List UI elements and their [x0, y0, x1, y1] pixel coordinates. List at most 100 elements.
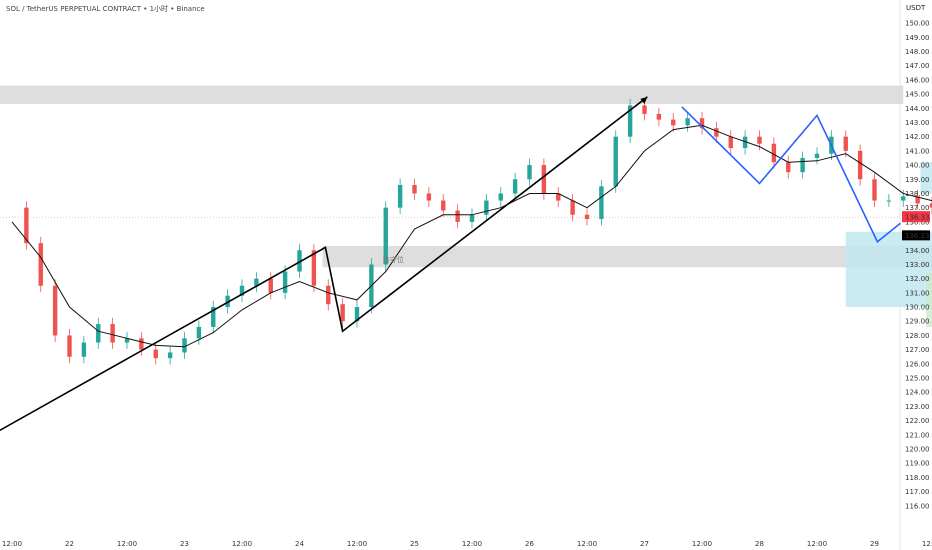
blue-zigzag-line [681, 106, 901, 243]
candle-body [742, 136, 748, 149]
x-tick-label: 23 [180, 540, 189, 548]
y-tick-label: 122.00 [905, 417, 930, 425]
y-tick-label: 116.00 [905, 502, 930, 510]
x-tick-label: 12:00 [807, 540, 827, 548]
y-tick-label: 124.00 [905, 389, 930, 397]
green-zone [926, 272, 932, 327]
candle-body [584, 214, 590, 220]
y-tick-label: 149.00 [905, 34, 930, 42]
y-tick-label: 125.00 [905, 375, 930, 383]
candle-body [139, 338, 144, 350]
candle-body [929, 203, 932, 208]
y-tick-label: 118.00 [905, 474, 930, 482]
candle-body [843, 136, 848, 151]
candle-body [786, 162, 791, 173]
y-tick-label: 117.00 [905, 488, 930, 496]
candle-body [714, 128, 719, 137]
price-badge-2-value: 136.23 [905, 232, 930, 240]
chart-title: SOL / TetherUS PERPETUAL CONTRACT • 1小时 … [6, 5, 205, 13]
candle-body [38, 243, 43, 286]
x-tick-label: 25 [410, 540, 419, 548]
candle-body [52, 285, 58, 336]
x-tick-label: 12:00 [347, 540, 367, 548]
y-tick-label: 129.00 [905, 318, 930, 326]
x-tick-label: 12:00 [577, 540, 597, 548]
y-tick-label: 136.00 [905, 218, 930, 226]
candle-body [211, 307, 216, 327]
candle-body [800, 157, 805, 173]
resistance-zone [0, 85, 904, 105]
candle-body [527, 165, 532, 180]
x-tick-label: 12:00 [462, 540, 482, 548]
candle-body [901, 196, 906, 201]
candle-body [857, 150, 863, 180]
candle-body [297, 250, 302, 272]
candle-body [728, 136, 733, 149]
black-arrow-head [640, 96, 648, 104]
y-tick-label: 141.00 [905, 147, 930, 155]
candle-body [124, 338, 130, 343]
candle-body [570, 200, 575, 215]
last-price-badge [902, 211, 930, 223]
candle-body [412, 184, 417, 194]
candle-body [282, 271, 288, 293]
candle-body [599, 186, 604, 220]
candle-body [354, 307, 360, 322]
y-tick-label: 126.00 [905, 360, 930, 368]
y-tick-label: 134.00 [905, 247, 930, 255]
currency-label: USDT [906, 4, 926, 12]
candle-body [886, 200, 892, 202]
x-tick-label: 24 [295, 540, 304, 548]
candle-body [426, 193, 432, 201]
y-tick-label: 148.00 [905, 48, 930, 56]
candle-body [110, 324, 115, 343]
candle-body [656, 113, 662, 120]
candle-body [311, 250, 317, 286]
x-tick-label: 12:00 [117, 540, 137, 548]
y-tick-label: 147.00 [905, 62, 930, 70]
x-tick-label: 12:00 [922, 540, 932, 548]
y-tick-label: 146.00 [905, 76, 930, 84]
candle-body [441, 200, 446, 211]
y-tick-label: 137.00 [905, 204, 930, 212]
candle-body [67, 335, 72, 357]
y-tick-label: 138.00 [905, 190, 930, 198]
candle-body [699, 118, 705, 129]
candle-body [268, 278, 273, 293]
candle-body [225, 295, 230, 308]
x-tick-label: 29 [870, 540, 879, 548]
black-zigzag-line [0, 96, 648, 432]
candle-body [541, 165, 547, 194]
candle-body [757, 136, 762, 144]
y-tick-label: 142.00 [905, 133, 930, 141]
candle-body [771, 143, 777, 163]
price-badge-2 [902, 230, 930, 241]
y-tick-label: 139.00 [905, 176, 930, 184]
x-tick-label: 12:00 [692, 540, 712, 548]
candle-body [239, 285, 245, 296]
candle-body [81, 342, 87, 357]
candle-body [915, 196, 920, 204]
candle-body [642, 105, 647, 114]
lower-blue-zone [845, 231, 932, 308]
y-tick-label: 127.00 [905, 346, 930, 354]
candle-body [196, 326, 202, 339]
y-tick-label: 121.00 [905, 431, 930, 439]
last-price-value: 136.33 [905, 214, 930, 222]
candle-body [326, 285, 331, 305]
candle-body [455, 210, 460, 222]
y-tick-label: 130.00 [905, 304, 930, 312]
candle-body [254, 278, 259, 286]
x-tick-label: 28 [755, 540, 764, 548]
candle-body [469, 214, 475, 222]
x-tick-label: 12:00 [2, 540, 22, 548]
candle-body [512, 179, 518, 194]
candle-body [556, 193, 561, 201]
x-tick-label: 12:00 [232, 540, 252, 548]
x-tick-label: 22 [65, 540, 74, 548]
candle-body [484, 200, 489, 215]
candle-body [167, 352, 173, 359]
candle-body [383, 207, 388, 265]
